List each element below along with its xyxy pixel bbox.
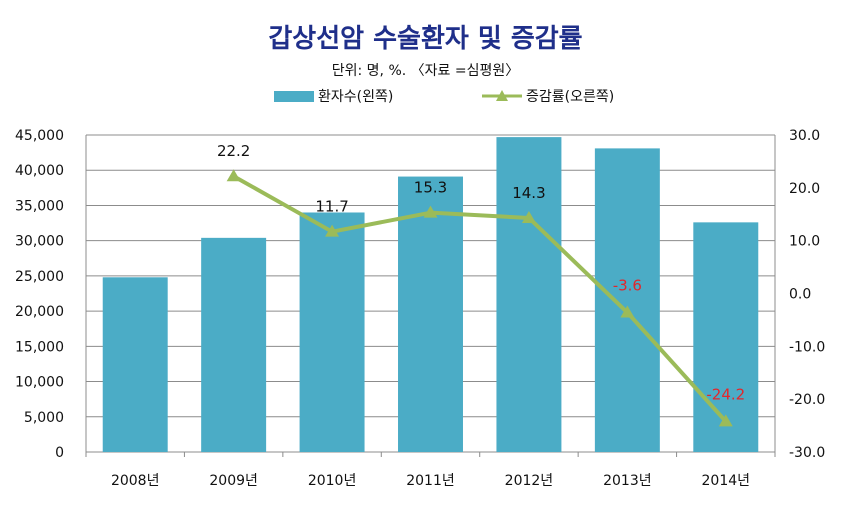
- data-label: -24.2: [706, 385, 745, 403]
- bar: [299, 212, 365, 452]
- bar: [496, 137, 562, 452]
- y-left-tick-label: 15,000: [15, 339, 64, 355]
- bar: [398, 176, 463, 452]
- x-tick-label: 2012년: [505, 473, 554, 489]
- y-right-tick-label: 10.0: [789, 234, 820, 250]
- y-left-tick-label: 0: [55, 445, 64, 461]
- x-tick-label: 2008년: [111, 473, 160, 489]
- line-marker: [620, 305, 635, 318]
- x-tick-label: 2010년: [308, 473, 357, 489]
- y-left-tick-label: 35,000: [15, 198, 64, 214]
- bar: [693, 222, 759, 452]
- data-label: -3.6: [613, 277, 642, 295]
- y-right-tick-label: 30.0: [789, 128, 820, 144]
- bar: [102, 277, 168, 452]
- x-tick-label: 2009년: [209, 473, 258, 489]
- y-left-tick-label: 5,000: [24, 410, 64, 426]
- chart-title: 갑상선암 수술환자 및 증감률: [268, 24, 583, 54]
- y-left-tick-label: 40,000: [15, 163, 64, 179]
- y-right-tick-label: 20.0: [789, 181, 820, 197]
- line-marker: [521, 210, 536, 223]
- x-tick-label: 2014년: [702, 473, 751, 489]
- line-marker: [325, 224, 340, 237]
- y-right-tick-label: -10.0: [789, 339, 825, 355]
- y-right-tick-label: 0.0: [789, 287, 811, 303]
- legend-label-patients: 환자수(왼쪽): [318, 89, 394, 105]
- chart-subtitle: 단위: 명, %. 〈자료 =심평원〉: [331, 63, 520, 79]
- legend-item-patients: 환자수(왼쪽): [274, 86, 393, 106]
- legend: 환자수(왼쪽) 증감률(오른쪽): [0, 86, 851, 106]
- y-left-tick-label: 10,000: [15, 375, 64, 391]
- line-marker: [226, 169, 241, 182]
- data-label: 22.2: [217, 142, 250, 160]
- x-tick-label: 2011년: [406, 473, 455, 489]
- y-left-tick-label: 20,000: [15, 304, 64, 320]
- y-left-tick-label: 45,000: [15, 128, 64, 144]
- legend-swatch-bar: [274, 90, 314, 102]
- line-marker: [423, 205, 438, 218]
- legend-item-change-rate: 증감률(오른쪽): [482, 86, 614, 106]
- data-label: 15.3: [414, 179, 447, 197]
- data-label: 14.3: [512, 184, 545, 202]
- y-right-tick-label: -20.0: [789, 392, 825, 408]
- y-left-tick-label: 30,000: [15, 234, 64, 250]
- x-tick-label: 2013년: [603, 473, 652, 489]
- y-right-tick-label: -30.0: [789, 445, 825, 461]
- data-label: 11.7: [315, 198, 348, 216]
- bar: [201, 237, 267, 452]
- line-marker: [718, 414, 733, 427]
- y-left-tick-label: 25,000: [15, 269, 64, 285]
- bar: [594, 148, 660, 452]
- legend-label-change-rate: 증감률(오른쪽): [526, 89, 615, 105]
- legend-swatch-line: [482, 90, 522, 101]
- change-rate-line: [232, 174, 728, 423]
